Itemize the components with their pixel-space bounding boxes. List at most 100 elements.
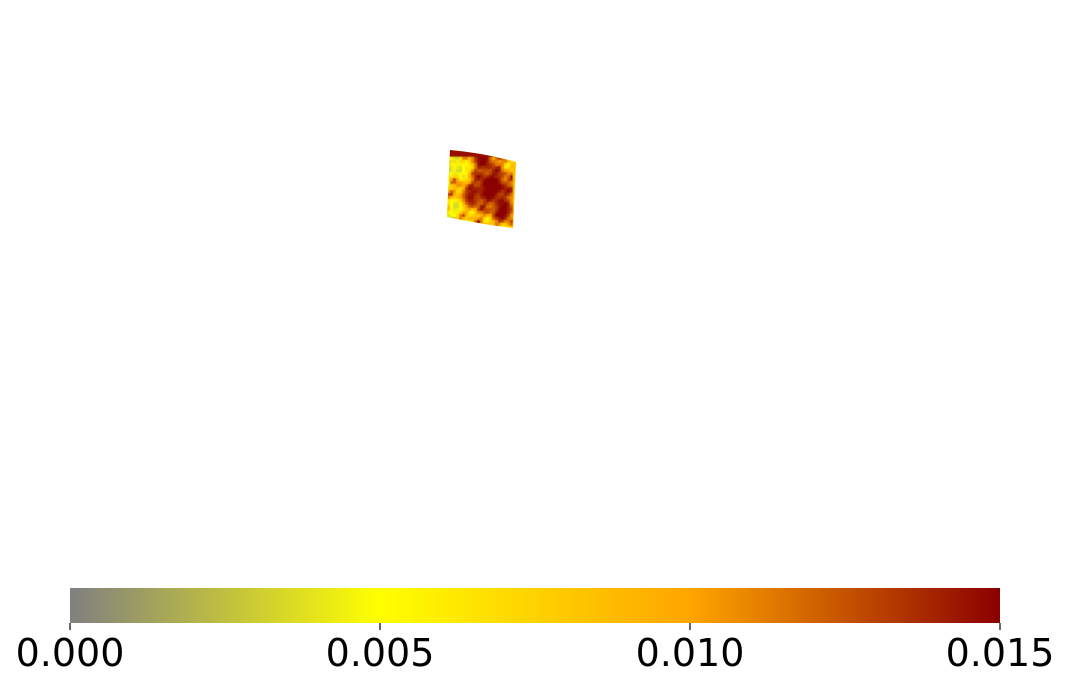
heatmap-cell xyxy=(468,199,472,203)
heatmap-cell xyxy=(507,193,511,197)
heatmap-cell xyxy=(483,211,487,215)
heatmap-cell xyxy=(498,169,502,173)
heatmap-cell xyxy=(468,214,472,218)
heatmap-cell xyxy=(504,214,508,218)
heatmap-cell xyxy=(492,151,496,155)
heatmap-cell xyxy=(447,163,451,167)
heatmap-cell xyxy=(516,151,519,154)
heatmap-cell xyxy=(486,154,490,158)
heatmap-cell xyxy=(489,229,492,232)
heatmap-cell xyxy=(483,229,486,232)
heatmap-cell xyxy=(447,184,451,188)
heatmap-cell xyxy=(474,150,478,152)
heatmap-cell xyxy=(516,166,519,169)
heatmap-cell xyxy=(483,172,487,176)
heatmap-cell xyxy=(468,151,472,155)
heatmap-cell xyxy=(468,217,472,221)
heatmap-cell xyxy=(498,154,502,158)
heatmap-cell xyxy=(486,223,490,227)
heatmap-cell xyxy=(447,178,448,182)
heatmap-cell xyxy=(495,160,499,164)
heatmap-cell xyxy=(504,151,508,155)
heatmap-cell xyxy=(465,160,469,164)
heatmap-cell xyxy=(519,169,522,172)
heatmap-cell xyxy=(456,154,460,158)
heatmap-cell xyxy=(462,223,466,227)
heatmap-cell xyxy=(498,190,502,194)
heatmap-cell xyxy=(471,217,475,221)
heatmap-cell xyxy=(501,169,505,173)
heatmap-cell xyxy=(465,220,469,224)
heatmap-cell xyxy=(447,211,451,215)
heatmap-cell xyxy=(489,226,493,228)
heatmap-cell xyxy=(465,190,469,194)
heatmap-cell xyxy=(471,151,475,155)
heatmap-cell xyxy=(507,190,511,194)
heatmap-cell xyxy=(504,157,508,161)
heatmap-cell xyxy=(480,166,484,170)
heatmap-cell xyxy=(516,160,519,163)
heatmap-cell xyxy=(498,205,502,209)
heatmap-cell xyxy=(501,151,505,155)
heatmap-cell xyxy=(516,169,519,172)
heatmap-cell xyxy=(453,160,457,164)
heatmap-cell xyxy=(510,208,514,212)
heatmap-cell xyxy=(501,199,505,203)
heatmap-cell xyxy=(453,150,457,152)
heatmap-cell xyxy=(492,208,496,212)
heatmap-cell xyxy=(501,214,505,218)
heatmap-cell xyxy=(519,154,522,157)
heatmap-cell xyxy=(456,169,460,173)
colorbar-bar xyxy=(70,588,1000,623)
heatmap-cell xyxy=(489,157,493,161)
heatmap-cell xyxy=(504,226,508,228)
heatmap-cell xyxy=(501,223,505,227)
heatmap-cell xyxy=(450,150,454,152)
heatmap-cell xyxy=(507,150,511,152)
heatmap-cell xyxy=(450,226,454,228)
heatmap-cell xyxy=(495,178,499,182)
heatmap-cell xyxy=(477,214,481,218)
heatmap-cell xyxy=(474,229,477,232)
heatmap-cell xyxy=(495,214,499,218)
heatmap-cell xyxy=(510,217,514,221)
heatmap-cell xyxy=(513,187,516,191)
heatmap-cell xyxy=(447,160,451,164)
heatmap-cell xyxy=(504,169,508,173)
heatmap-cell xyxy=(471,160,475,164)
heatmap-cell xyxy=(516,220,519,223)
heatmap-cell xyxy=(510,178,514,182)
heatmap-cell xyxy=(498,172,502,176)
heatmap-cell xyxy=(483,199,487,203)
heatmap-cell xyxy=(513,214,516,218)
heatmap-cell xyxy=(498,184,502,188)
heatmap-cell xyxy=(474,160,478,164)
heatmap-cell xyxy=(516,175,519,178)
heatmap-cell xyxy=(486,181,490,185)
heatmap-cell xyxy=(447,208,451,212)
heatmap-cell xyxy=(483,160,487,164)
heatmap-cell xyxy=(504,205,508,209)
heatmap-cell xyxy=(459,184,463,188)
heatmap-cell xyxy=(447,214,448,218)
heatmap-cell xyxy=(486,169,490,173)
heatmap-cell xyxy=(459,172,463,176)
heatmap-cell xyxy=(501,157,505,161)
heatmap-cell xyxy=(486,184,490,188)
heatmap-cell xyxy=(516,202,519,205)
heatmap-cell xyxy=(477,226,481,228)
heatmap-cell xyxy=(480,178,484,182)
heatmap-cell xyxy=(504,172,508,176)
heatmap-cell xyxy=(471,196,475,200)
heatmap-cell xyxy=(447,151,451,155)
heatmap-cell xyxy=(513,220,516,224)
heatmap-cell xyxy=(453,166,457,170)
heatmap-cell xyxy=(477,172,481,176)
heatmap-cell xyxy=(480,157,484,161)
heatmap-cell xyxy=(453,223,457,227)
heatmap-cell xyxy=(501,190,505,194)
heatmap-cell xyxy=(483,187,487,191)
heatmap-cell xyxy=(465,202,469,206)
heatmap-cell xyxy=(519,220,522,223)
heatmap-cell xyxy=(456,217,460,221)
